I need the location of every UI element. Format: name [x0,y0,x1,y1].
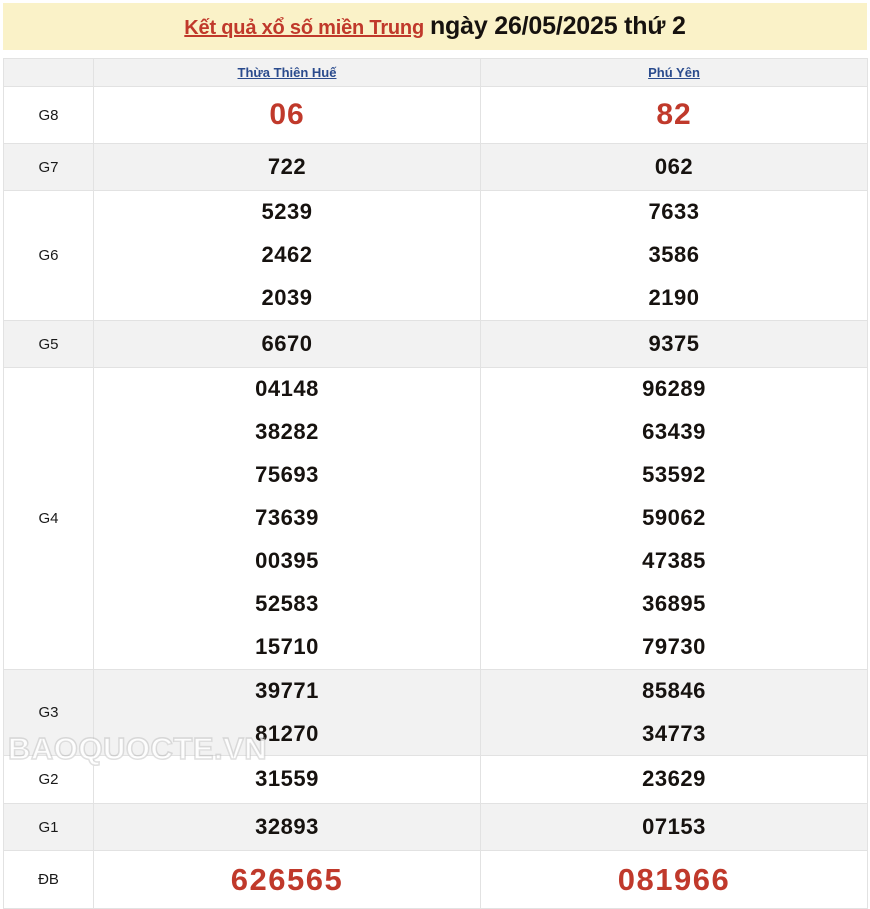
number: 722 [267,154,307,179]
table-row-g7: G7 722 062 [3,142,868,192]
table-header: Thừa Thiên Huế Phú Yên [3,58,868,87]
results-table: Thừa Thiên Huế Phú Yên G8 06 82 G7 [3,58,868,909]
number: 53592 [642,462,706,488]
prize-label-g2: G2 [3,755,94,804]
number: 2462 [261,242,313,268]
prize-label-db: ĐB [3,850,94,909]
numbers-g1-hue: 32893 [93,802,481,852]
province-link-thua-thien-hue[interactable]: Thừa Thiên Huế [237,64,337,80]
number: 062 [654,154,694,179]
number: 59062 [642,505,706,531]
numbers-g3-hue: 39771 81270 [93,668,481,757]
prize-label-g1: G1 [3,802,94,852]
table-body: G8 06 82 G7 722 062 G6 [3,86,868,909]
number: 63439 [642,419,706,445]
number: 04148 [255,376,319,402]
number: 38282 [255,419,319,445]
number: 34773 [642,720,706,746]
prize-label-g3: G3 [3,668,94,757]
number: 2039 [261,285,313,311]
province-column-header-phuyen: Phú Yên [480,58,868,87]
number: 39771 [255,677,319,703]
table-row-g8: G8 06 82 [3,86,868,144]
title-banner: Kết quả xổ số miền Trung ngày 26/05/2025 … [3,3,867,50]
table-row-g3: G3 39771 81270 85846 34773 [3,668,868,757]
number: 81270 [255,720,319,746]
table-row-g6: G6 5239 2462 2039 7633 3586 2190 [3,190,868,322]
numbers-g6-hue: 5239 2462 2039 [93,190,481,322]
table-row-db: ĐB 626565 081966 [3,850,868,909]
numbers-g5-phuyen: 9375 [480,320,868,369]
prize-label-g8: G8 [3,86,94,144]
prize-label-g6: G6 [3,190,94,322]
number: 9375 [648,331,700,357]
number: 15710 [255,633,319,659]
number: 85846 [642,677,706,703]
province-link-phu-yen[interactable]: Phú Yên [648,64,700,80]
number: 06 [269,98,305,131]
numbers-g8-hue: 06 [93,86,481,144]
numbers-g6-phuyen: 7633 3586 2190 [480,190,868,322]
number: 7633 [648,199,700,225]
numbers-g1-phuyen: 07153 [480,802,868,852]
province-column-header-hue: Thừa Thiên Huế [93,58,481,87]
numbers-g2-hue: 31559 [93,755,481,804]
number: 32893 [255,813,319,839]
numbers-db-phuyen: 081966 [480,850,868,909]
lottery-results-page: Kết quả xổ số miền Trung ngày 26/05/2025 … [3,3,868,909]
numbers-g2-phuyen: 23629 [480,755,868,804]
header-row: Thừa Thiên Huế Phú Yên [3,58,868,87]
number: 6670 [261,331,313,357]
numbers-db-hue: 626565 [93,850,481,909]
numbers-g7-phuyen: 062 [480,142,868,192]
table-row-g2: G2 31559 23629 [3,755,868,804]
number: 31559 [255,766,319,792]
prize-label-g5: G5 [3,320,94,369]
table-row-g5: G5 6670 9375 [3,320,868,369]
number: 23629 [642,766,706,792]
number: 5239 [261,199,313,225]
numbers-g4-phuyen: 96289 63439 53592 59062 47385 36895 7973… [480,367,868,670]
page-title-date: ngày 26/05/2025 thứ 2 [429,12,686,40]
table-row-g1: G1 32893 07153 [3,802,868,852]
table-row-g4: G4 04148 38282 75693 73639 00395 52583 1… [3,367,868,670]
number: 626565 [230,862,344,898]
region-results-link[interactable]: Kết quả xổ số miền Trung [184,17,424,39]
number: 96289 [642,376,706,402]
number: 82 [656,98,692,131]
number: 081966 [617,862,731,898]
prize-label-g7: G7 [3,142,94,192]
number: 00395 [255,548,319,574]
prize-label-g4: G4 [3,367,94,670]
number: 36895 [642,590,706,616]
number: 73639 [255,505,319,531]
number: 79730 [642,633,706,659]
numbers-g7-hue: 722 [93,142,481,192]
number: 47385 [642,548,706,574]
number: 52583 [255,590,319,616]
prize-column-header [3,58,94,87]
page-title: Kết quả xổ số miền Trung ngày 26/05/2025 … [184,12,686,40]
numbers-g4-hue: 04148 38282 75693 73639 00395 52583 1571… [93,367,481,670]
number: 3586 [648,242,700,268]
number: 75693 [255,462,319,488]
numbers-g8-phuyen: 82 [480,86,868,144]
number: 2190 [648,285,700,311]
numbers-g5-hue: 6670 [93,320,481,369]
numbers-g3-phuyen: 85846 34773 [480,668,868,757]
number: 07153 [642,813,706,839]
